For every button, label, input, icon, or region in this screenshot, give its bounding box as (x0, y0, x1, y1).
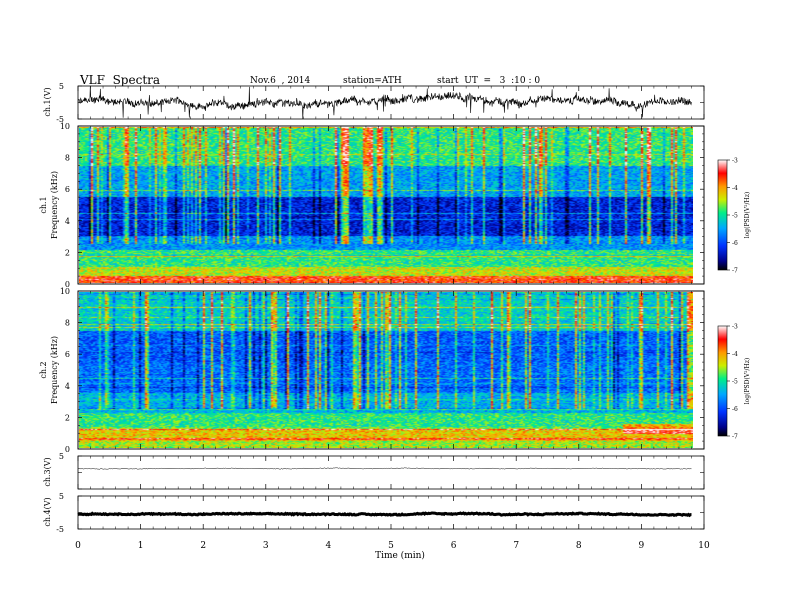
colorbar-tick-label: -3 (732, 324, 738, 331)
colorbar-tick-label: -3 (732, 158, 738, 165)
ch4-ytick-minus5: -5 (56, 525, 64, 534)
freq-tick-label: 0 (65, 445, 70, 454)
station-label: station=ATH (343, 76, 402, 86)
time-axis-label: Time (min) (375, 550, 425, 561)
time-tick-label: 7 (513, 541, 519, 551)
ch-1-waveform-trace (77, 85, 692, 119)
freq-tick-label: 8 (65, 319, 70, 328)
freq-tick-label: 6 (65, 350, 70, 359)
time-tick-label: 5 (388, 541, 394, 551)
ch3-waveform-line (77, 455, 704, 490)
ch1-spectrogram-image (79, 127, 693, 283)
freq-tick-label: 2 (65, 413, 70, 422)
ch1-colorbar-label: log(PSD(V²/Hz) (744, 192, 751, 239)
freq-tick-label: 2 (65, 248, 70, 257)
spec2-channel-label: ch.2 (39, 361, 48, 378)
colorbar-tick-label: -7 (732, 434, 738, 441)
ch-3-waveform-trace (77, 467, 692, 470)
time-tick-label: 9 (639, 541, 645, 551)
freq-tick-label: 10 (60, 287, 70, 296)
time-tick-label: 0 (75, 541, 81, 551)
ch3-ylabel: ch.3(V) (43, 457, 52, 486)
colorbar-tick-label: -7 (732, 268, 738, 275)
ch2-colorbar-label: log(PSD(V²/Hz) (744, 358, 751, 405)
ch3-waveform-panel: 5 ch.3(V) (43, 452, 705, 490)
ch2-colorbar-ticks: -3 -4 -5 -6 -7 (727, 324, 738, 441)
ch3-ytick-5: 5 (59, 452, 64, 461)
colorbar-tick-label: -5 (732, 379, 738, 386)
freq-tick-label: 10 (60, 122, 70, 131)
freq-tick-label: 4 (65, 382, 70, 391)
time-tick-label: 6 (451, 541, 457, 551)
ch2-colorbar (717, 325, 728, 437)
date-label: Nov.6 , 2014 (250, 76, 311, 86)
colorbar-tick-label: -4 (732, 351, 738, 358)
time-tick-label: 1 (138, 541, 144, 551)
time-tick-label: 8 (576, 541, 582, 551)
ch4-ylabel: ch.4(V) (43, 497, 52, 526)
colorbar-tick-label: -6 (732, 240, 738, 247)
ch1-waveform-line (77, 85, 704, 120)
ch4-ytick-5: 5 (59, 492, 64, 501)
colorbar-tick-label: -4 (732, 185, 738, 192)
ch4-waveform-line (77, 495, 704, 530)
time-axis-tick-labels: 0 1 2 3 4 5 6 7 8 9 10 (75, 541, 710, 551)
freq-tick-label: 8 (65, 154, 70, 163)
ch1-colorbar-ticks: -3 -4 -5 -6 -7 (727, 158, 738, 275)
colorbar-tick-label: -5 (732, 213, 738, 220)
ch1-waveform-panel: 5 -5 ch.1(V) (43, 82, 705, 124)
time-tick-label: 3 (263, 541, 269, 551)
freq-tick-label: 0 (65, 280, 70, 289)
ch1-ytick-5: 5 (59, 82, 64, 91)
time-axis-ticks (77, 86, 705, 529)
time-tick-label: 4 (326, 541, 332, 551)
colorbar-tick-label: -6 (732, 406, 738, 413)
spec2-freq-label: Frequency (kHz) (50, 336, 59, 404)
ch2-frequency-ticks: 0 2 4 6 8 10 (60, 287, 704, 454)
start-ut-label: start UT = 3 :10 : 0 (437, 76, 541, 86)
ch1-colorbar (717, 159, 728, 271)
ch1-ylabel: ch.1(V) (43, 87, 52, 116)
ch-4-waveform-trace (77, 511, 692, 518)
time-tick-label: 10 (698, 541, 710, 551)
chart-title: VLF Spectra (80, 73, 161, 87)
spec1-freq-label: Frequency (kHz) (50, 171, 59, 239)
time-tick-label: 2 (200, 541, 206, 551)
freq-tick-label: 6 (65, 185, 70, 194)
ch1-frequency-ticks: 0 2 4 6 8 10 (60, 122, 704, 289)
ch2-spectrogram-image (79, 292, 693, 448)
freq-tick-label: 4 (65, 217, 70, 226)
ch1-ytick-minus5: -5 (56, 115, 64, 124)
spec1-channel-label: ch.1 (39, 196, 48, 213)
ch4-waveform-panel: 5 -5 ch.4(V) (43, 492, 705, 534)
